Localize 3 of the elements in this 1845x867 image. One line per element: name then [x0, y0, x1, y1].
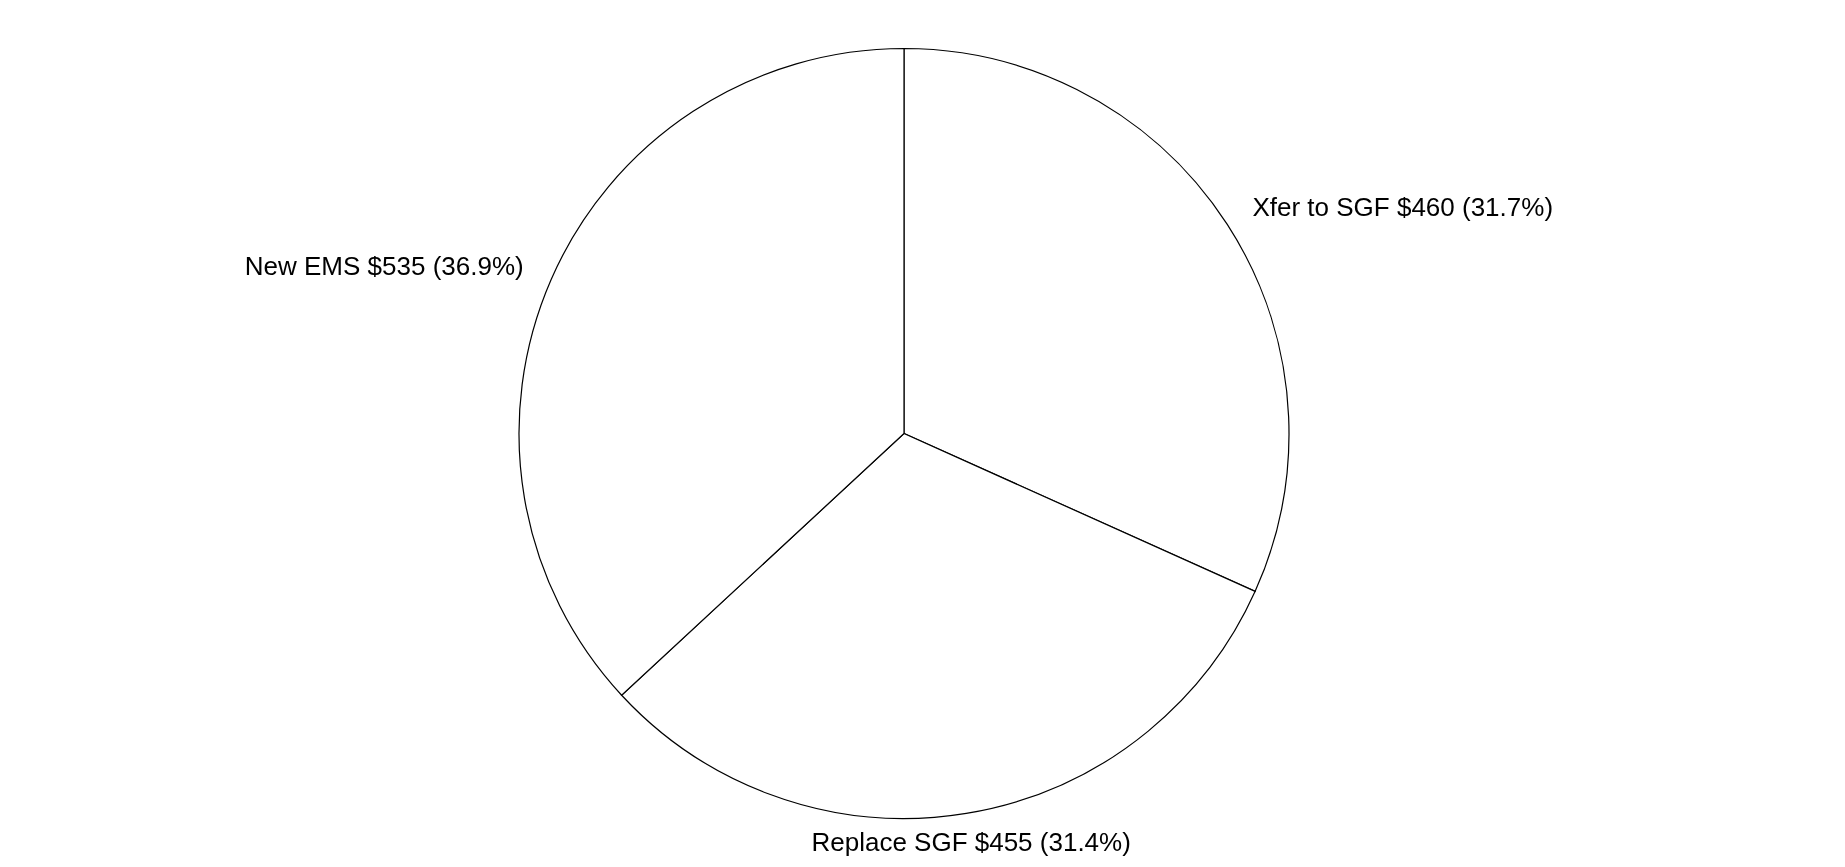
slice-label: Xfer to SGF $460 (31.7%)	[1252, 192, 1554, 223]
slice-label: Replace SGF $455 (31.4%)	[811, 827, 1131, 858]
slice-label: New EMS $535 (36.9%)	[244, 251, 524, 282]
